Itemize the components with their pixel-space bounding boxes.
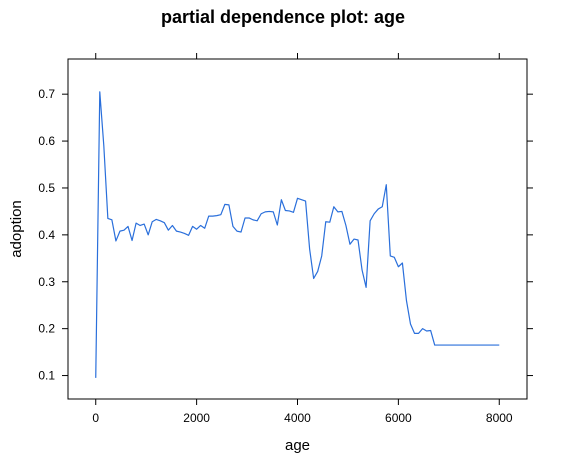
x-tick-label: 6000 [385,411,412,425]
y-axis-label: adoption [8,200,25,258]
y-tick-label: 0.3 [38,275,55,289]
y-tick-label: 0.2 [38,322,55,336]
series-line [95,91,500,378]
x-axis-label: age [285,437,310,454]
y-tick-label: 0.7 [38,87,55,101]
x-tick-label: 8000 [486,411,513,425]
axis-ticks: 0 2000 4000 6000 8000 0.1 0.2 0.3 0.4 0.5 0.6 0.7 [38,53,533,425]
y-tick-label: 0.4 [38,228,55,242]
y-tick-label: 0.1 [38,369,55,383]
chart-title: partial dependence plot: age [161,7,405,27]
plot-frame [67,58,528,400]
y-tick-label: 0.6 [38,134,55,148]
x-tick-label: 2000 [183,411,210,425]
series-group [95,91,500,378]
y-tick-label: 0.5 [38,181,55,195]
x-tick-label: 0 [92,411,99,425]
x-tick-label: 4000 [284,411,311,425]
